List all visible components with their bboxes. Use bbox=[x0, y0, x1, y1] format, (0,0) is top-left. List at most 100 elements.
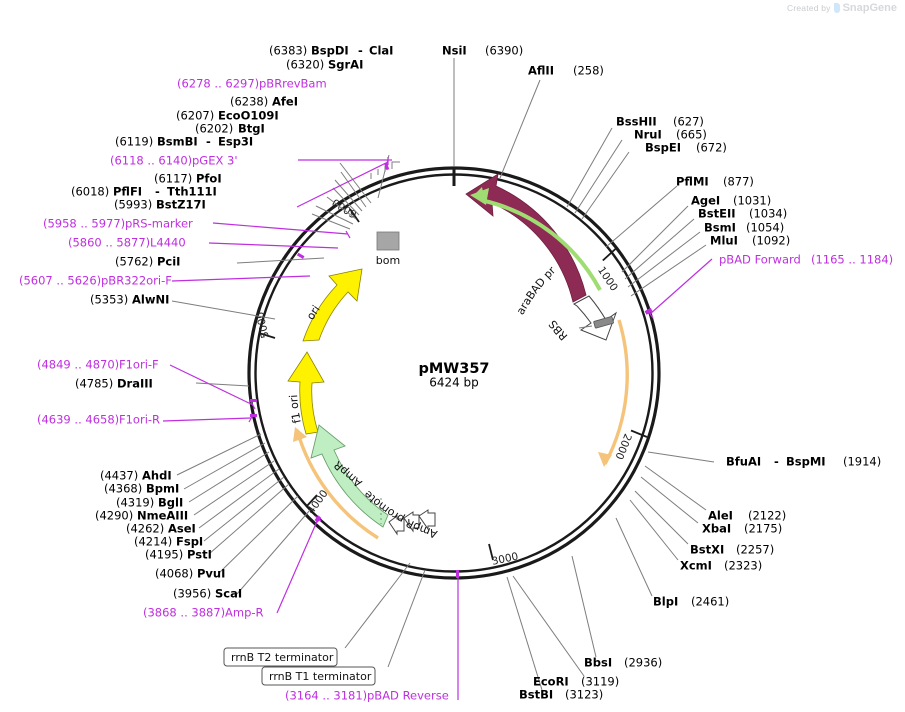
primer-label-F1ori-F[interactable]: (4849 .. 4870) F1ori-F bbox=[37, 358, 159, 372]
svg-text:ClaI: ClaI bbox=[369, 44, 393, 58]
svg-text:BbsI: BbsI bbox=[584, 656, 612, 670]
primer-label-F1ori-R[interactable]: (4639 .. 4658) F1ori-R bbox=[37, 413, 160, 427]
site-label-BspDI-ClaI[interactable]: (6383) BspDI - ClaI bbox=[269, 44, 393, 58]
site-label-AlwNI[interactable]: (5353) AlwNI bbox=[90, 293, 169, 307]
feature-araBAD-promoter[interactable]: araBAD promoter bbox=[0, 0, 618, 341]
plasmid-title-group: pMW357 6424 bp bbox=[418, 361, 489, 390]
feature-araC-promoter[interactable] bbox=[470, 187, 602, 291]
svg-text:BstXI: BstXI bbox=[690, 543, 724, 557]
primer-label-pRS-marker[interactable]: (5958 .. 5977) pRS-marker bbox=[43, 217, 193, 231]
svg-text:L4440: L4440 bbox=[150, 236, 186, 250]
plasmid-name: pMW357 bbox=[418, 361, 489, 377]
labels-top: (6383) BspDI - ClaI (6320) SgrAI (6278 .… bbox=[19, 44, 604, 307]
svg-text:(4262): (4262) bbox=[126, 522, 164, 536]
primer-label-pBAD-Reverse[interactable]: (3164 .. 3181) pBAD Reverse bbox=[285, 689, 449, 703]
svg-text:-: - bbox=[774, 455, 779, 469]
site-label-AgeI[interactable]: AgeI (1031) bbox=[691, 194, 771, 208]
svg-text:Esp3I: Esp3I bbox=[218, 135, 253, 149]
feature-rrnB-terminators[interactable] bbox=[293, 319, 629, 540]
svg-text:(877): (877) bbox=[723, 175, 754, 189]
svg-text:(6390): (6390) bbox=[485, 44, 523, 58]
svg-text:(6202): (6202) bbox=[195, 122, 233, 136]
site-label-AseI[interactable]: (4262) AseI bbox=[126, 522, 196, 536]
site-label-BpmI[interactable]: (4368) BpmI bbox=[104, 482, 179, 496]
primer-ticks bbox=[250, 162, 653, 578]
site-label-BsmBI-Esp3I[interactable]: (6119) BsmBI - Esp3I bbox=[115, 135, 253, 149]
primer-label-pBR322ori-F[interactable]: (5607 .. 5626) pBR322ori-F bbox=[19, 274, 172, 288]
svg-text:(1914): (1914) bbox=[843, 455, 881, 469]
site-label-FspI[interactable]: (4214) FspI bbox=[134, 535, 203, 549]
svg-text:pBAD Forward: pBAD Forward bbox=[719, 253, 801, 267]
svg-text:BstEII: BstEII bbox=[698, 207, 736, 221]
primer-label-pBAD-Forward[interactable]: pBAD Forward (1165 .. 1184) bbox=[719, 253, 893, 267]
site-label-ScaI[interactable]: (3956) ScaI bbox=[173, 587, 242, 601]
svg-text:(665): (665) bbox=[676, 128, 707, 142]
feature-f1-ori[interactable]: f1 ori bbox=[287, 351, 325, 435]
svg-text:(4785): (4785) bbox=[75, 377, 113, 391]
primer-label-pBRrevBam[interactable]: (6278 .. 6297) pBRrevBam bbox=[177, 77, 327, 91]
site-label-AleI[interactable]: AleI (2122) bbox=[708, 509, 786, 523]
site-label-PfoI[interactable]: (6117) PfoI bbox=[154, 172, 222, 186]
svg-text:NsiI: NsiI bbox=[442, 44, 467, 58]
svg-text:(4214): (4214) bbox=[134, 535, 172, 549]
feature-label-RBS: RBS bbox=[546, 318, 570, 343]
svg-text:(2936): (2936) bbox=[624, 656, 662, 670]
site-label-NsiI[interactable]: NsiI (6390) bbox=[442, 44, 523, 58]
svg-text:rrnB T1 terminator: rrnB T1 terminator bbox=[269, 670, 372, 683]
svg-text:(6207): (6207) bbox=[176, 109, 214, 123]
site-label-AflII[interactable]: AflII (258) bbox=[528, 64, 604, 78]
site-label-XcmI[interactable]: XcmI (2323) bbox=[680, 559, 762, 573]
site-label-BfuAI-BspMI[interactable]: BfuAI - BspMI (1914) bbox=[726, 455, 881, 469]
site-label-PflFI-Tth111I[interactable]: (6018) PflFI - Tth111I bbox=[71, 185, 217, 199]
primer-label-L4440[interactable]: (5860 .. 5877) L4440 bbox=[68, 236, 186, 250]
feature-bom[interactable]: bom bbox=[376, 231, 400, 267]
svg-text:PflFI: PflFI bbox=[113, 185, 142, 199]
site-label-BtgI[interactable]: (6202) BtgI bbox=[195, 122, 265, 136]
site-label-BstXI[interactable]: BstXI (2257) bbox=[690, 543, 774, 557]
site-label-AfeI[interactable]: (6238) AfeI bbox=[230, 95, 298, 109]
site-label-PvuI[interactable]: (4068) PvuI bbox=[155, 567, 225, 581]
site-label-AhdI[interactable]: (4437) AhdI bbox=[100, 469, 172, 483]
site-label-BstZ17I[interactable]: (5993) BstZ17I bbox=[114, 198, 206, 212]
site-label-EcoRI[interactable]: EcoRI (3119) bbox=[533, 675, 619, 689]
svg-text:MluI: MluI bbox=[710, 234, 738, 248]
site-label-XbaI[interactable]: XbaI (2175) bbox=[702, 522, 782, 536]
feature-label-bom: bom bbox=[376, 254, 400, 267]
site-label-BstEII[interactable]: BstEII (1034) bbox=[698, 207, 787, 221]
watermark-prefix: Created by bbox=[787, 3, 831, 13]
site-label-DraIII[interactable]: (4785) DraIII bbox=[75, 377, 153, 391]
site-label-EcoO109I[interactable]: (6207) EcoO109I bbox=[176, 109, 279, 123]
svg-text:(5607 .. 5626): (5607 .. 5626) bbox=[19, 274, 101, 288]
svg-text:(4437): (4437) bbox=[100, 469, 138, 483]
snapgene-drop-icon bbox=[833, 3, 840, 13]
site-label-SgrAI[interactable]: (6320) SgrAI bbox=[286, 58, 363, 72]
svg-text:(6238): (6238) bbox=[230, 95, 268, 109]
feature-AmpR[interactable]: AmpR bbox=[310, 424, 389, 528]
site-label-BbsI[interactable]: BbsI (2936) bbox=[584, 656, 662, 670]
svg-text:AflII: AflII bbox=[528, 64, 554, 78]
site-label-BglI[interactable]: (4319) BglI bbox=[116, 496, 183, 510]
svg-text:AleI: AleI bbox=[708, 509, 733, 523]
svg-text:(6320): (6320) bbox=[286, 58, 324, 72]
site-label-NmeAIII[interactable]: (4290) NmeAIII bbox=[95, 509, 188, 523]
site-label-BstBI[interactable]: BstBI (3123) bbox=[519, 688, 603, 702]
svg-text:NmeAIII: NmeAIII bbox=[137, 509, 188, 523]
primer-label-pGEX3[interactable]: (6118 .. 6140) pGEX 3' bbox=[110, 154, 238, 168]
svg-text:-: - bbox=[155, 185, 160, 199]
boxed-label-rrnB-T2[interactable]: rrnB T2 terminator bbox=[223, 647, 338, 667]
boxed-label-rrnB-T1[interactable]: rrnB T1 terminator bbox=[261, 666, 376, 686]
site-label-MluI[interactable]: MluI (1092) bbox=[710, 234, 790, 248]
site-label-PciI[interactable]: (5762) PciI bbox=[115, 255, 180, 269]
site-label-BsmI[interactable]: BsmI (1054) bbox=[704, 221, 784, 235]
primer-label-Amp-R[interactable]: (3868 .. 3887) Amp-R bbox=[143, 606, 264, 620]
svg-text:F1ori-R: F1ori-R bbox=[119, 413, 160, 427]
site-label-BssHII[interactable]: BssHII (627) bbox=[616, 115, 704, 129]
svg-text:(672): (672) bbox=[696, 141, 727, 155]
site-label-NruI[interactable]: NruI (665) bbox=[634, 128, 707, 142]
site-label-PstI[interactable]: (4195) PstI bbox=[145, 548, 212, 562]
feature-ori[interactable]: ori bbox=[302, 268, 363, 342]
site-label-BspEI[interactable]: BspEI (672) bbox=[645, 141, 727, 155]
site-label-PflMI[interactable]: PflMI (877) bbox=[676, 175, 754, 189]
site-label-BlpI[interactable]: BlpI (2461) bbox=[653, 595, 729, 609]
svg-text:(6117): (6117) bbox=[154, 172, 192, 186]
